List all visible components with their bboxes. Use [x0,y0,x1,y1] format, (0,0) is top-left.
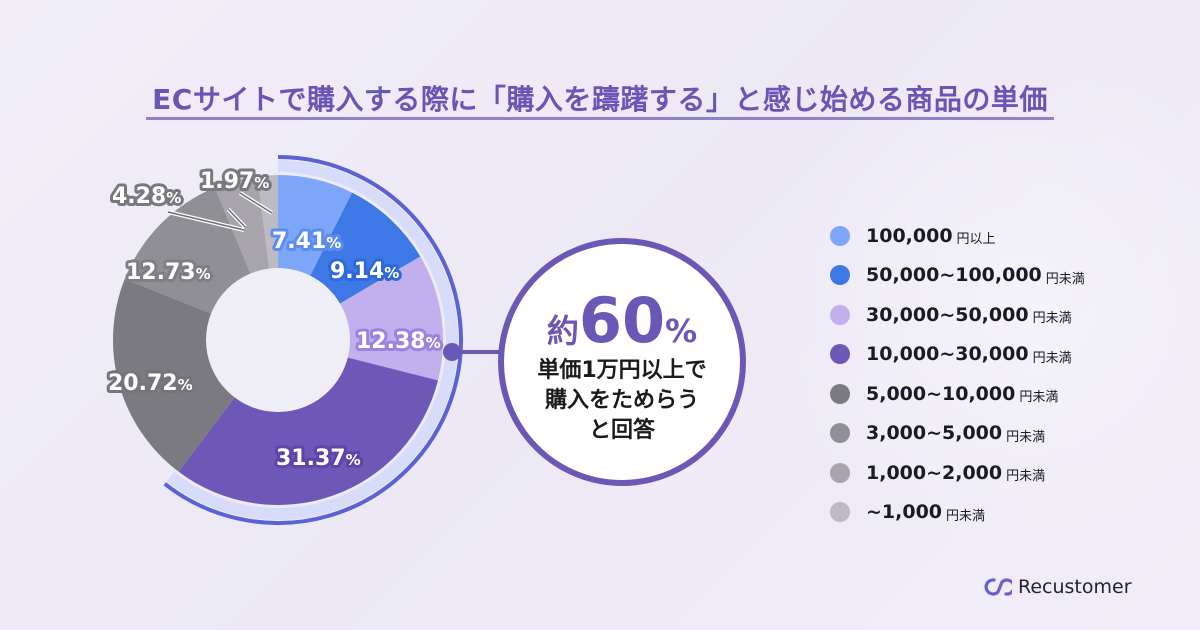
legend-swatch-icon [830,304,850,325]
legend-item: 50,000~100,000 円未満 [830,256,1085,296]
highlight-arc [163,155,463,525]
callout-prefix: 約 [546,312,579,350]
legend-item: 3,000~5,000 円未満 [830,414,1085,454]
leader-line-6 [167,211,245,231]
callout-text: 単価1万円以上で 購入をためらう と回答 [504,356,740,446]
callout-line: 単価1万円以上で [537,358,707,383]
slice-label-0: 7.41% [272,229,341,254]
callout-line: 購入をためらう [544,388,699,413]
legend-item: 30,000~50,000 円未満 [830,295,1085,335]
callout-line: と回答 [588,418,655,443]
legend-item: 5,000~10,000 円未満 [830,374,1085,414]
highlight-callout: 約60% 単価1万円以上で 購入をためらう と回答 [498,238,746,486]
callout-suffix: % [665,312,698,350]
title-underline [146,117,1054,120]
legend-swatch-icon [830,225,850,246]
legend-swatch-icon [830,502,850,523]
leader-line-4 [227,208,246,228]
slice-label-1: 9.14% [330,259,399,284]
brand-name: Recustomer [1018,576,1132,598]
slice-label-4: 20.72% [108,371,193,396]
brand-logo: Recustomer [984,576,1132,598]
callout-connector-dot [443,343,461,361]
slice-label-6: 4.28% [112,184,181,209]
chart-title: ECサイトで購入する際に「購入を躊躇する」と感じ始める商品の単価 [152,83,1048,116]
donut-hole [206,268,350,412]
slice-label-7: 1.97% [200,169,269,194]
legend-swatch-icon [830,423,850,444]
legend-swatch-icon [830,265,850,286]
legend-item: ~1,000 円未満 [830,493,1085,533]
legend-swatch-icon [830,383,850,404]
legend-swatch-icon [830,462,850,483]
legend: 100,000 円以上 50,000~100,000 円未満 30,000~50,0… [830,216,1085,532]
legend-item: 10,000~30,000 円未満 [830,335,1085,375]
callout-figure: 約60% [504,284,740,357]
legend-item: 100,000 円以上 [830,216,1085,256]
recustomer-logo-icon [984,578,1012,596]
legend-swatch-icon [830,344,850,365]
slice-label-3: 31.37% [276,446,361,471]
legend-item: 1,000~2,000 円未満 [830,453,1085,493]
callout-number: 60 [578,284,666,357]
leader-line-7 [239,192,273,214]
donut-slice [178,340,438,505]
slice-label-2: 12.38% [356,329,441,354]
slice-label-5: 12.73% [126,260,211,285]
